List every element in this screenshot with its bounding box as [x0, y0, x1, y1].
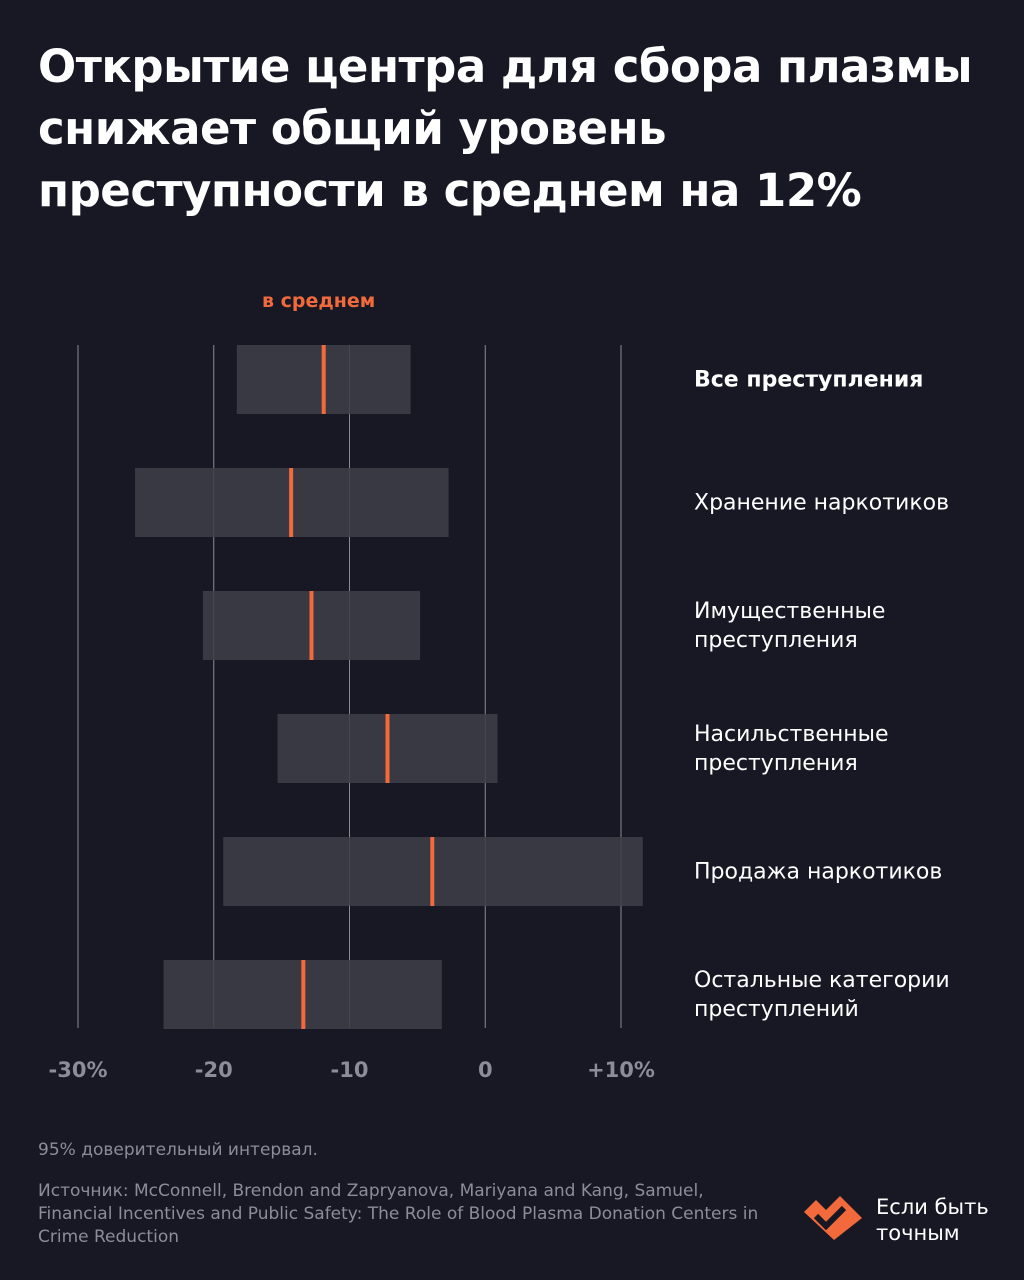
- interval-bar: [236, 345, 411, 414]
- mean-marker: [309, 591, 314, 660]
- category-label: Все преступления: [694, 367, 924, 392]
- confidence-interval-note: 95% доверительный интервал.: [38, 1140, 318, 1160]
- mean-markers: [289, 345, 435, 1029]
- interval-bar: [202, 591, 421, 660]
- grid-layer: [77, 345, 622, 1028]
- interval-bar: [135, 468, 449, 537]
- interval-bar: [223, 837, 643, 906]
- x-tick-label: -20: [195, 1058, 233, 1082]
- brand-name: Если быть точным: [876, 1195, 989, 1245]
- interval-bar: [163, 960, 442, 1029]
- heart-check-logo-icon: [804, 1196, 862, 1240]
- source-citation: Источник: McConnell, Brendon and Zapryan…: [38, 1181, 759, 1247]
- mean-marker: [289, 468, 294, 537]
- mean-marker: [321, 345, 326, 414]
- mean-marker: [385, 714, 390, 783]
- x-tick-label: 0: [478, 1058, 493, 1082]
- x-axis-ticks: -30% -20 -10 0 +10%: [49, 1058, 655, 1082]
- category-label: Имущественные преступления: [694, 598, 886, 653]
- average-legend-label: в среднем: [262, 290, 376, 312]
- category-label: Продажа наркотиков: [694, 859, 943, 884]
- category-label: Хранение наркотиков: [694, 490, 950, 515]
- mean-marker: [430, 837, 435, 906]
- category-label: Остальные категории преступлений: [694, 967, 950, 1022]
- x-tick-label: -10: [331, 1058, 369, 1082]
- x-tick-label: +10%: [587, 1058, 655, 1082]
- mean-marker: [301, 960, 306, 1029]
- page-title: Открытие центра для сбора плазмы снижает…: [38, 40, 973, 217]
- x-tick-label: -30%: [49, 1058, 108, 1082]
- interval-bar: [277, 714, 498, 783]
- interval-bars: [135, 345, 643, 1029]
- category-label: Насильственные преступления: [694, 721, 889, 776]
